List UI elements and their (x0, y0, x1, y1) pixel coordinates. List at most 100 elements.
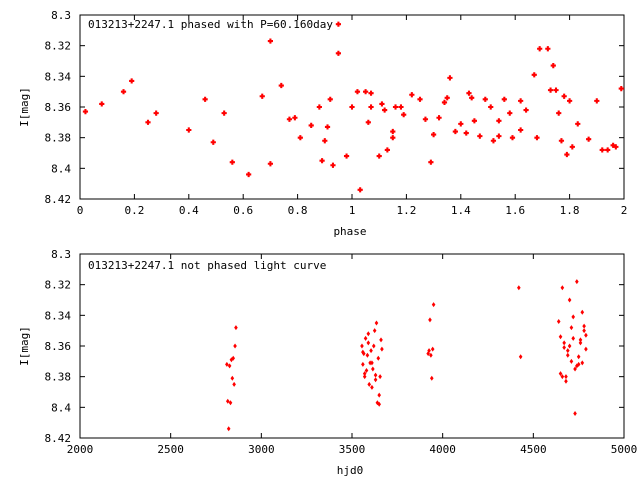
x-tick-label: 0.8 (288, 204, 308, 217)
data-point (363, 89, 369, 95)
data-point (330, 162, 336, 168)
data-point (267, 38, 273, 44)
data-point (523, 107, 529, 113)
data-point (558, 334, 563, 340)
x-tick-label: 2000 (67, 443, 94, 456)
data-point (509, 135, 516, 141)
data-point (361, 349, 365, 355)
data-point (361, 361, 365, 367)
data-point (225, 398, 230, 404)
data-point (562, 345, 566, 351)
data-point (233, 343, 237, 349)
data-point (120, 89, 127, 95)
y-tick-label: 8.36 (45, 101, 72, 114)
data-point (370, 384, 374, 390)
data-point (564, 151, 570, 158)
data-point (436, 115, 442, 121)
data-point (225, 361, 229, 367)
data-point (375, 400, 380, 406)
data-point (372, 328, 377, 334)
data-point (368, 90, 374, 96)
data-point (605, 147, 611, 153)
data-point (324, 124, 331, 130)
data-point (297, 135, 303, 141)
data-point (471, 118, 477, 124)
data-point (316, 104, 322, 110)
data-point (380, 346, 384, 352)
y-tick-label: 8.4 (51, 162, 71, 175)
data-point (377, 401, 381, 407)
data-point (427, 348, 431, 354)
data-point (267, 161, 273, 167)
data-point (537, 46, 543, 52)
data-point (368, 104, 374, 110)
data-point (319, 158, 325, 164)
data-point (586, 136, 592, 142)
y-tick-label: 8.38 (45, 371, 72, 384)
data-point (429, 375, 434, 381)
y-tick-label: 8.42 (45, 193, 72, 206)
data-point (573, 410, 577, 416)
data-point (377, 392, 381, 398)
data-point (560, 374, 565, 380)
data-point (517, 285, 521, 291)
data-point (490, 138, 497, 144)
data-point (378, 374, 382, 380)
data-point (232, 381, 236, 387)
data-point (518, 127, 524, 133)
data-point (575, 121, 581, 127)
data-point (575, 279, 579, 285)
data-point (422, 116, 429, 122)
data-point (259, 93, 265, 99)
data-point (401, 112, 407, 118)
x-tick-label: 0 (77, 204, 84, 217)
data-point (447, 75, 453, 81)
x-tick-label: 5000 (611, 443, 638, 456)
data-point (584, 346, 588, 352)
data-point (362, 374, 367, 380)
data-point (550, 63, 556, 69)
data-point (558, 138, 565, 144)
data-point (322, 138, 328, 144)
data-point (335, 50, 341, 56)
unphased-plot-points (225, 279, 588, 432)
x-tick-label: 1.6 (505, 204, 525, 217)
x-tick-label: 4500 (520, 443, 547, 456)
data-point (576, 354, 581, 360)
data-point (571, 335, 576, 341)
data-point (368, 360, 372, 366)
data-point (343, 153, 350, 159)
data-point (496, 133, 502, 139)
data-point (578, 337, 583, 343)
data-point (560, 285, 565, 291)
data-point (360, 343, 364, 349)
data-point (384, 147, 390, 153)
y-tick-label: 8.38 (45, 132, 72, 145)
x-tick-label: 2500 (157, 443, 184, 456)
data-point (362, 371, 367, 377)
data-point (558, 371, 563, 377)
data-point (561, 93, 567, 99)
data-point (371, 343, 376, 349)
data-point (228, 400, 233, 406)
data-point (234, 325, 238, 331)
data-point (580, 360, 585, 366)
data-point (327, 96, 333, 102)
data-point (564, 378, 568, 384)
data-point (613, 144, 619, 150)
y-tick-label: 8.4 (51, 401, 71, 414)
data-point (573, 366, 577, 372)
data-point (429, 352, 433, 358)
data-point (594, 98, 600, 104)
data-point (371, 366, 375, 372)
data-point (221, 110, 227, 116)
data-point (417, 96, 423, 102)
data-point (382, 107, 388, 113)
data-point (599, 147, 605, 153)
data-point (556, 318, 561, 324)
x-tick-label: 1.4 (451, 204, 471, 217)
data-point (565, 352, 570, 358)
unphased-plot-ylabel: I[mag] (18, 326, 31, 366)
data-point (569, 358, 574, 364)
